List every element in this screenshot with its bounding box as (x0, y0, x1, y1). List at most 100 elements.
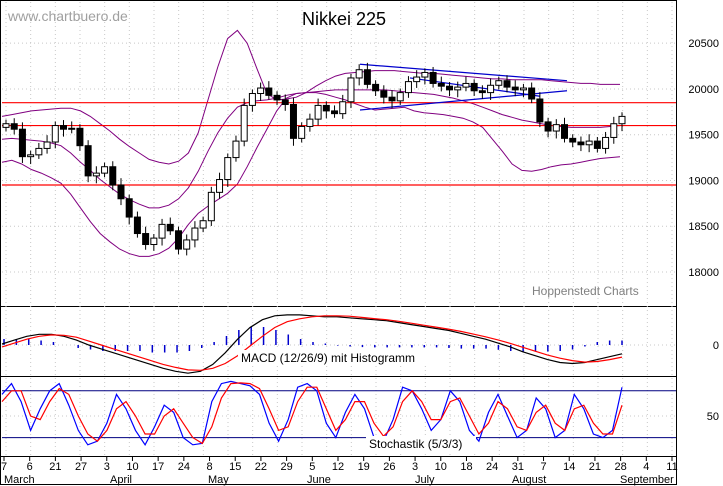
candle (10, 118, 18, 135)
x-tick-label: 6 (27, 461, 33, 473)
candle (487, 78, 495, 101)
candle (191, 221, 199, 248)
candle (437, 76, 445, 92)
candle (84, 140, 92, 183)
month-label: April (110, 474, 132, 486)
grid-layer (2, 2, 676, 456)
candle (281, 94, 289, 111)
x-tick-label: 7 (540, 461, 546, 473)
candle (59, 120, 67, 137)
candle (289, 97, 297, 146)
x-tick-label: 10 (126, 461, 138, 473)
candle (528, 82, 536, 104)
price-panel-frame (0, 0, 677, 307)
month-label: July (415, 474, 435, 486)
candle (413, 70, 421, 88)
candle (388, 90, 396, 109)
x-tick-label: 10 (435, 461, 447, 473)
candle (561, 117, 569, 143)
x-tick-label: 14 (563, 461, 575, 473)
x-tick-label: 26 (383, 461, 395, 473)
candle (363, 62, 371, 89)
month-label: May (208, 474, 229, 486)
candle (618, 112, 626, 132)
candle (454, 81, 462, 98)
x-tick-label: 29 (280, 461, 292, 473)
candle (68, 121, 76, 134)
month-label: August (512, 474, 546, 486)
chart-title: Nikkei 225 (302, 9, 386, 29)
candle (372, 80, 380, 96)
candle (331, 105, 339, 118)
bollinger-lower (1, 92, 621, 257)
candle (273, 91, 281, 106)
y-tick-label: 20000 (688, 84, 719, 96)
candle (314, 98, 322, 126)
candle (207, 186, 215, 226)
candle (495, 76, 503, 90)
candle (347, 73, 355, 109)
x-tick-label: 31 (512, 461, 524, 473)
candle (166, 217, 174, 235)
candle (224, 153, 232, 187)
candle (35, 142, 43, 159)
x-tick-label: 21 (589, 461, 601, 473)
candle (18, 122, 26, 163)
x-tick-label: 18 (460, 461, 472, 473)
bollinger-mid (1, 89, 621, 209)
candle (536, 92, 544, 128)
source-label: Hoppenstedt Charts (532, 284, 639, 298)
stoch-layer (1, 380, 676, 446)
candle (150, 233, 158, 251)
candle (43, 135, 51, 154)
candle (117, 178, 125, 206)
candle (142, 226, 150, 250)
candle (257, 82, 265, 101)
x-tick-label: 28 (614, 461, 626, 473)
macd-line (1, 314, 623, 374)
x-tick-label: 19 (358, 461, 370, 473)
candle (51, 121, 59, 149)
watermark: www.chartbuero.de (7, 8, 128, 24)
y-tick-label: 18000 (688, 267, 719, 279)
candle (248, 89, 256, 112)
candle (552, 119, 560, 139)
candle (602, 131, 610, 154)
x-tick-label: 11 (666, 461, 677, 473)
candle (544, 117, 552, 138)
candle (585, 134, 593, 153)
candle (380, 85, 388, 104)
month-label: March (4, 474, 35, 486)
macd-label-bg (238, 350, 438, 365)
candle (183, 234, 191, 256)
candle (109, 161, 117, 191)
candle (569, 134, 577, 148)
candle (593, 136, 601, 153)
macd-tick-label: 0 (713, 340, 719, 352)
trendline-upper (359, 63, 568, 82)
candles-layer (2, 62, 626, 256)
bollinger-upper (1, 29, 620, 165)
stoch-d-line (1, 382, 623, 445)
x-tick-label: 5 (309, 461, 315, 473)
candle (511, 80, 519, 97)
candle (404, 76, 412, 98)
candle (174, 226, 182, 255)
candle (503, 75, 511, 93)
y-tick-label: 20500 (688, 38, 719, 50)
candle (158, 218, 166, 246)
month-label: June (307, 474, 331, 486)
candle (306, 113, 314, 132)
x-tick-label: 24 (178, 461, 190, 473)
candle (216, 172, 224, 199)
candle (355, 64, 363, 86)
candle (125, 194, 133, 225)
candle (265, 81, 273, 100)
candle (421, 68, 429, 85)
candle (610, 116, 618, 144)
candle (298, 122, 306, 143)
candle (396, 88, 404, 105)
candle (101, 162, 109, 178)
y-tick-label: 18500 (688, 221, 719, 233)
